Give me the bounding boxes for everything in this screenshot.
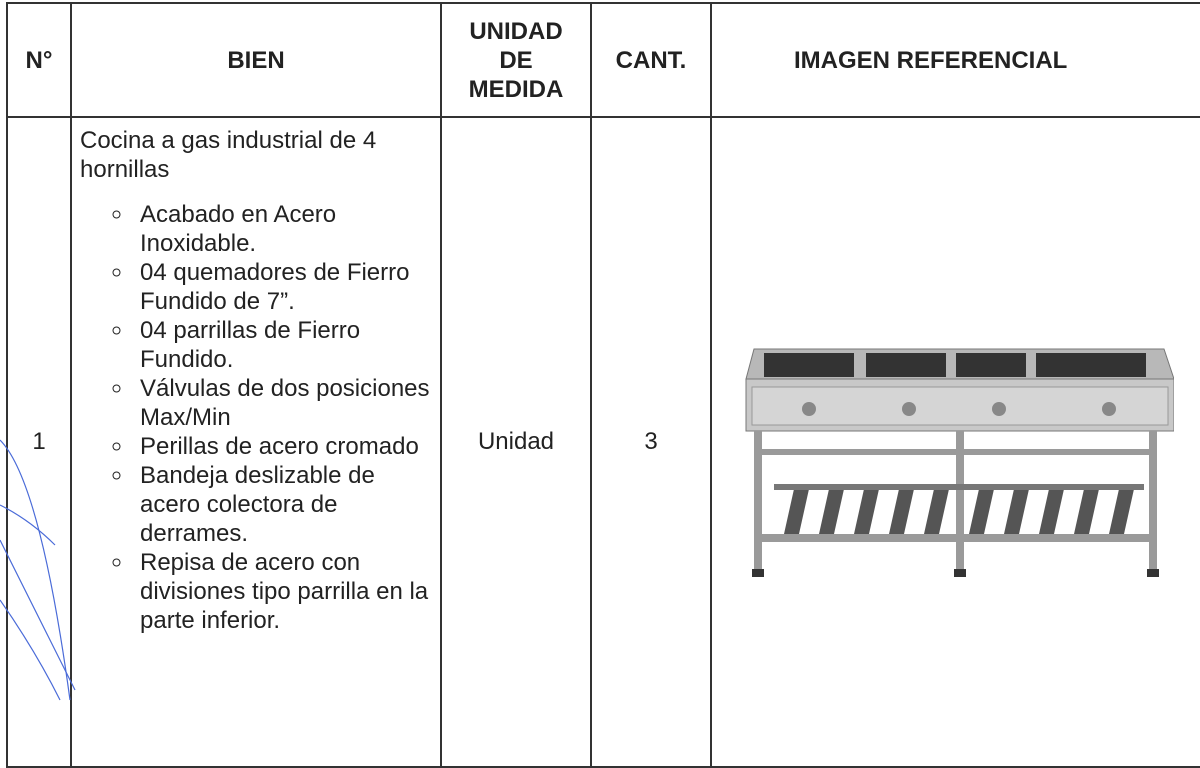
header-cell: UNIDAD DE MEDIDA (440, 2, 592, 118)
stove-image (745, 348, 1175, 577)
image-cell (710, 116, 1200, 768)
unit-cell: Unidad (440, 116, 592, 768)
feature-item: 04 quemadores de Fierro Fundido de 7”. (134, 258, 430, 316)
header-row: N° BIEN UNIDAD DE MEDIDA CANT. IMAGEN RE… (6, 2, 1200, 118)
item-row: 1 Cocina a gas industrial de 4 hornillas… (6, 116, 1200, 768)
page: N° BIEN UNIDAD DE MEDIDA CANT. IMAGEN RE… (0, 0, 1200, 749)
header-cell: IMAGEN REFERENCIAL (710, 2, 1200, 118)
quantity-cell: 3 (590, 116, 712, 768)
feature-item: Repisa de acero con divisiones tipo parr… (134, 548, 430, 635)
header-cell: N° (6, 2, 72, 118)
item-cell: Cocina a gas industrial de 4 hornillas A… (70, 116, 442, 768)
feature-item: Válvulas de dos posiciones Max/Min (134, 374, 430, 432)
header-cell: BIEN (70, 2, 442, 118)
header-cell: CANT. (590, 2, 712, 118)
feature-list: Acabado en Acero Inoxidable.04 quemadore… (80, 200, 430, 635)
header-text: UNIDAD DE MEDIDA (468, 17, 564, 103)
item-title: Cocina a gas industrial de 4 hornillas (80, 127, 377, 183)
feature-item: Bandeja deslizable de acero colectora de… (134, 461, 430, 548)
number-cell: 1 (6, 116, 72, 768)
feature-item: Acabado en Acero Inoxidable. (134, 200, 430, 258)
goods-table: N° BIEN UNIDAD DE MEDIDA CANT. IMAGEN RE… (6, 2, 1200, 768)
feature-item: 04 parrillas de Fierro Fundido. (134, 316, 430, 374)
feature-item: Perillas de acero cromado (134, 432, 430, 461)
